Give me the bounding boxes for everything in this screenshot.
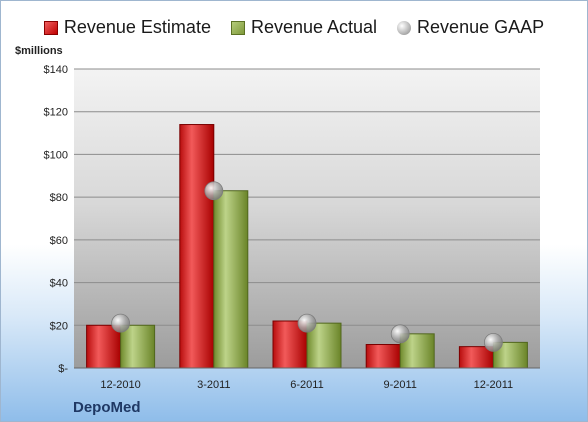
marker-revenue-gaap [111, 313, 130, 333]
legend-swatch-actual [230, 20, 245, 35]
legend-item-estimate: Revenue Estimate [43, 17, 211, 38]
y-axis-ticks: $- $20 $40 $60 $80 $100 $120 $140 [44, 64, 69, 375]
legend-swatch-gaap [397, 20, 412, 35]
gaap-markers [111, 181, 503, 352]
y-tick-label: $100 [44, 149, 68, 161]
x-axis-ticks: 12-2010 3-2011 6-2011 9-2011 12-2011 [74, 367, 540, 391]
legend-label-gaap: Revenue GAAP [417, 17, 545, 37]
company-name: DepoMed [73, 399, 141, 416]
x-tick-label: 12-2011 [474, 379, 514, 391]
y-tick-label: $60 [50, 235, 68, 247]
bar-revenue-estimate [365, 344, 401, 369]
legend-label-actual: Revenue Actual [250, 17, 378, 37]
y-tick-label: $- [58, 363, 68, 375]
legend-swatch-estimate [43, 20, 58, 35]
y-tick-label: $20 [50, 320, 68, 332]
y-tick-label: $120 [44, 107, 68, 119]
legend-label-estimate: Revenue Estimate [63, 17, 211, 37]
bar-revenue-estimate [179, 124, 215, 369]
bar-revenue-actual [120, 324, 156, 369]
y-tick-label: $40 [50, 278, 68, 290]
x-tick-label: 12-2010 [100, 379, 140, 391]
x-tick-label: 9-2011 [383, 379, 416, 391]
marker-revenue-gaap [390, 324, 410, 344]
legend-item-actual: Revenue Actual [230, 17, 378, 38]
legend: Revenue Estimate Revenue Actual Revenue … [1, 17, 587, 38]
marker-revenue-gaap [204, 181, 224, 201]
x-tick-label: 3-2011 [197, 379, 230, 391]
marker-revenue-gaap [297, 313, 317, 333]
x-tick-label: 6-2011 [290, 379, 323, 391]
bar-revenue-estimate [86, 324, 122, 369]
y-tick-label: $80 [50, 192, 68, 204]
y-tick-label: $140 [44, 64, 68, 76]
legend-item-gaap: Revenue GAAP [397, 17, 544, 38]
marker-revenue-gaap [483, 332, 503, 352]
bar-revenue-actual [213, 190, 249, 369]
unit-label: $millions [15, 45, 63, 57]
